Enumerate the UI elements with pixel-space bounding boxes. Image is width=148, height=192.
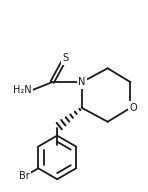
- Text: S: S: [62, 53, 68, 63]
- Text: H₂N: H₂N: [13, 85, 32, 95]
- Text: Br: Br: [19, 171, 30, 181]
- Text: N: N: [78, 77, 86, 87]
- Text: O: O: [130, 103, 137, 113]
